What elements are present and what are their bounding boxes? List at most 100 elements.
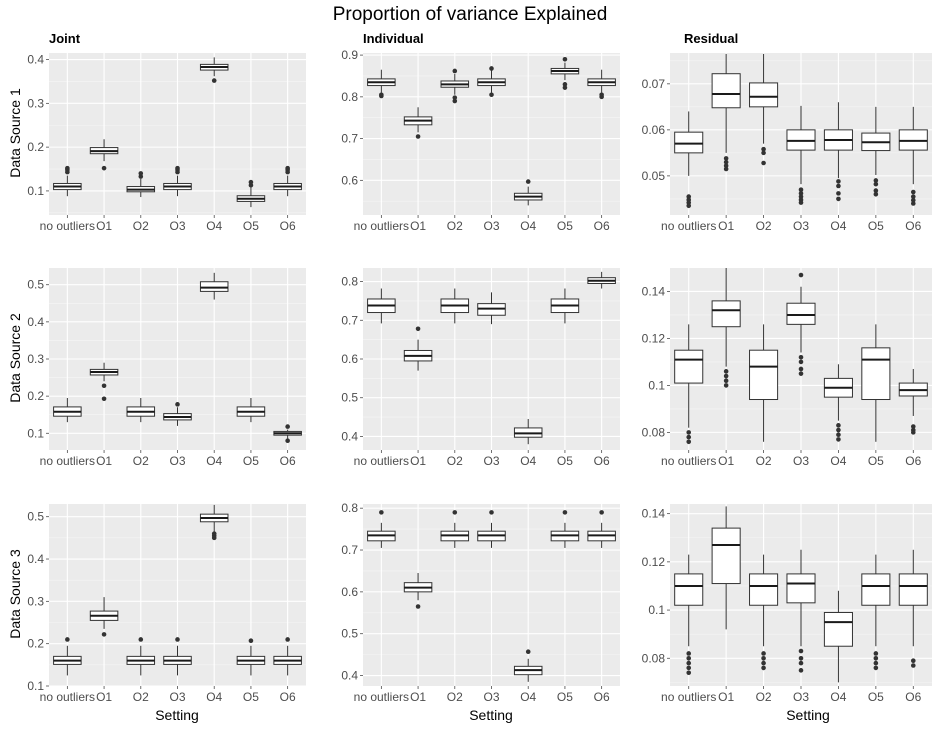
outlier-point: [798, 668, 804, 673]
box-O5: [861, 324, 891, 442]
outlier-point: [285, 165, 290, 171]
box-O2: [749, 324, 779, 442]
box-O5: [861, 106, 891, 197]
x-tick-label: O2: [447, 690, 463, 704]
outlier-point: [686, 651, 692, 656]
outlier-point: [798, 272, 804, 278]
panel-r1-c1: 0.1 0.2 0.3 0.4 no outliers O1 O2 O3 O4 O5 O6: [27, 53, 306, 233]
outlier-point: [285, 438, 290, 444]
x-tick-label: O1: [410, 454, 426, 468]
outlier-point: [686, 439, 692, 445]
outlier-point: [798, 371, 804, 376]
box-O1: [711, 53, 741, 172]
x-tick-label: O2: [447, 219, 463, 233]
box-iqr: [861, 573, 891, 606]
outlier-point: [686, 670, 692, 676]
box-O6: [273, 165, 302, 197]
outlier-point: [761, 150, 766, 156]
y-tick-label: 0.2: [27, 389, 44, 403]
x-tick-label: O1: [96, 690, 112, 704]
outlier-point: [65, 637, 70, 642]
y-tick-label: 0.7: [341, 543, 358, 557]
box-O6: [587, 510, 616, 548]
outlier-point: [836, 423, 841, 428]
panel-r2-c2: 0.4 0.5 0.6 0.7 0.8 no outliers O1 O2 O3 O4 O5 O6: [341, 268, 620, 468]
outlier-point: [873, 651, 879, 656]
box-O2: [126, 171, 156, 198]
box-O1: [711, 268, 741, 388]
y-tick-label: 0.2: [27, 140, 44, 154]
box-iqr: [749, 82, 779, 108]
box-iqr: [711, 73, 741, 109]
outlier-point: [910, 189, 916, 195]
y-tick-label: 0.2: [27, 637, 44, 651]
x-tick-label: O6: [280, 690, 296, 704]
chart-title: Proportion of variance Explained: [333, 4, 608, 25]
outlier-point: [798, 359, 804, 365]
box-O4: [199, 504, 229, 541]
box-O5: [236, 398, 266, 423]
x-tick-label: O3: [483, 690, 499, 704]
outlier-point: [562, 85, 568, 90]
box-O3: [163, 402, 192, 426]
outlier-point: [525, 179, 531, 184]
outlier-point: [873, 660, 879, 666]
x-tick-label: O2: [133, 454, 149, 468]
outlier-point: [761, 651, 766, 656]
box-O6: [898, 368, 928, 435]
x-tick-label: O6: [905, 454, 921, 468]
box-O3: [477, 510, 506, 548]
outlier-point: [836, 191, 841, 196]
x-tick-label: O6: [280, 454, 296, 468]
y-tick-label: 0.5: [27, 510, 44, 524]
outlier-point: [798, 660, 804, 666]
outlier-point: [873, 188, 879, 193]
box-O1: [403, 107, 433, 139]
outlier-point: [910, 201, 916, 206]
x-tick-label: O3: [169, 690, 185, 704]
outlier-point: [723, 369, 729, 374]
box-iqr: [749, 573, 779, 606]
box-O4: [823, 364, 853, 442]
x-tick-label: O1: [410, 690, 426, 704]
box-O2: [440, 510, 470, 548]
box-O4: [823, 590, 853, 683]
outlier-point: [599, 510, 604, 515]
outlier-point: [285, 637, 290, 642]
x-tick-label: O4: [520, 219, 536, 233]
box-O4: [199, 57, 229, 83]
x-tick-label: O2: [756, 690, 772, 704]
outlier-point: [910, 197, 916, 203]
box-iqr: [711, 527, 741, 585]
box-O1: [89, 362, 119, 402]
x-tick-label: O3: [793, 690, 809, 704]
y-tick-label: 0.5: [341, 391, 358, 405]
outlier-point: [686, 434, 692, 440]
box-O3: [786, 272, 816, 376]
y-tick-label: 0.4: [341, 429, 358, 443]
outlier-point: [761, 160, 766, 166]
column-title-joint: Joint: [49, 31, 81, 46]
outlier-point: [873, 191, 879, 197]
outlier-point: [248, 638, 254, 644]
box-O5: [550, 56, 580, 90]
x-tick-label: O3: [169, 219, 185, 233]
outlier-point: [452, 510, 458, 515]
outlier-point: [211, 78, 217, 83]
box-O6: [587, 271, 616, 289]
x-tick-label: O5: [868, 219, 884, 233]
outlier-point: [798, 194, 804, 199]
box-O1: [89, 597, 119, 637]
box-O5: [236, 638, 266, 676]
y-tick-label: 0.1: [648, 603, 665, 617]
x-tick-label: O6: [905, 690, 921, 704]
x-tick-label: O5: [868, 690, 884, 704]
x-tick-label: no outliers: [661, 219, 716, 233]
outlier-point: [489, 510, 494, 515]
outlier-point: [562, 56, 568, 62]
outlier-point: [873, 665, 879, 671]
outlier-point: [562, 82, 568, 87]
x-tick-label: O1: [96, 219, 112, 233]
panel-r3-c1: 0.1 0.2 0.3 0.4 0.5 no outliers O1 O2 O3 O4 O5 O6: [27, 504, 306, 704]
